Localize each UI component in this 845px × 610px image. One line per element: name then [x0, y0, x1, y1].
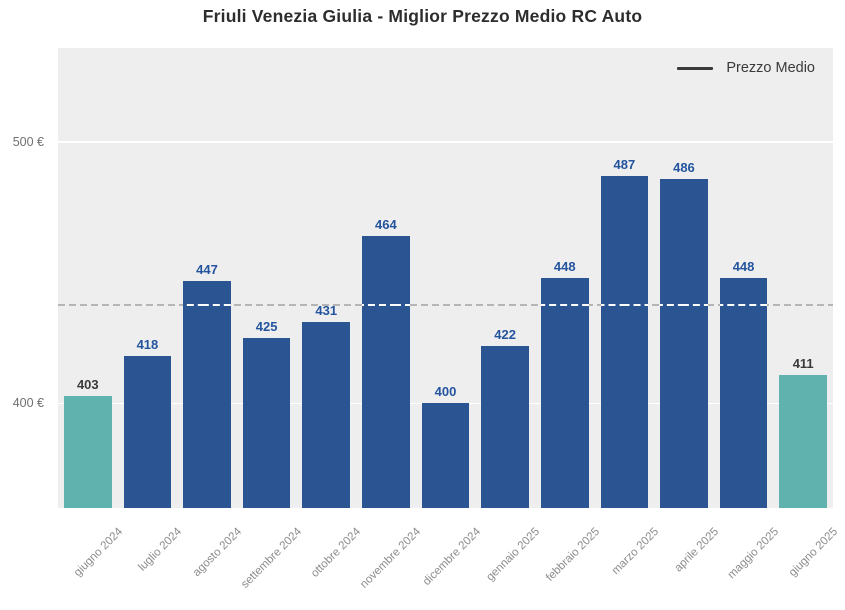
average-line-segment [719, 303, 768, 306]
bar-value-label: 447 [196, 261, 218, 277]
average-line-segment [600, 303, 649, 306]
y-tick-label: 400 € [12, 396, 44, 411]
bar-value-label: 422 [494, 326, 516, 342]
bar-giugno-2025 [779, 374, 828, 508]
bar-value-label: 464 [375, 217, 397, 233]
bar-febbraio-2025 [540, 278, 589, 508]
bar-value-label: 486 [673, 159, 695, 175]
bar-marzo-2025 [600, 176, 649, 508]
average-line-segment [183, 303, 231, 306]
bar-settembre-2024 [242, 338, 291, 508]
bar-maggio-2025 [719, 278, 768, 508]
legend-line-swatch [677, 66, 714, 70]
bar-value-label: 431 [315, 303, 338, 319]
bar-novembre-2024 [362, 236, 410, 508]
bar-ottobre-2024 [302, 322, 351, 508]
legend-label: Prezzo Medio [726, 60, 815, 76]
bar-value-label: 487 [613, 157, 636, 173]
bar-value-label: 400 [434, 384, 457, 400]
average-line-segment [362, 303, 410, 306]
bar-value-label: 411 [792, 355, 814, 371]
y-tick-label: 500 € [12, 135, 44, 150]
average-price-line [58, 303, 833, 306]
bar-giugno-2024 [63, 395, 112, 508]
bar-value-label: 418 [136, 337, 159, 353]
bar-luglio-2024 [123, 356, 172, 508]
average-line-segment [540, 303, 589, 306]
bar-value-label: 425 [255, 319, 278, 335]
bar-value-label: 448 [553, 259, 576, 274]
plot-area: Prezzo Medio 403 418 447 425 431 464 400 422 448… [58, 48, 833, 508]
bar-value-label: 403 [76, 376, 99, 392]
average-line-segment [660, 303, 708, 306]
legend: Prezzo Medio [677, 58, 815, 78]
gridline [58, 141, 833, 143]
bar-aprile-2025 [660, 178, 708, 508]
bar-value-label: 448 [732, 259, 755, 274]
bar-gennaio-2025 [481, 345, 529, 508]
bar-agosto-2024 [183, 280, 231, 508]
bar-dicembre-2024 [421, 403, 470, 508]
chart-title: Friuli Venezia Giulia - Miglior Prezzo M… [202, 6, 643, 26]
